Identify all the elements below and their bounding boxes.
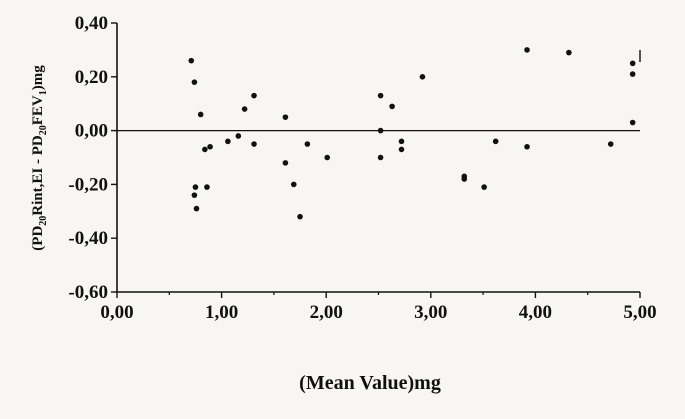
data-point xyxy=(524,47,530,53)
y-tick-label: 0,40 xyxy=(75,13,108,34)
x-tick-label: 1,00 xyxy=(205,302,238,323)
data-point xyxy=(197,111,204,118)
x-tick-label: 2,00 xyxy=(310,302,343,323)
data-points xyxy=(188,47,636,220)
data-point xyxy=(324,154,331,161)
data-point xyxy=(188,57,195,64)
y-tick-label: 0,00 xyxy=(75,121,108,142)
data-point xyxy=(192,184,199,190)
data-point xyxy=(389,103,395,110)
data-point xyxy=(566,49,572,56)
data-point xyxy=(398,138,405,145)
data-point xyxy=(377,92,384,99)
data-point xyxy=(524,143,530,150)
data-point xyxy=(193,205,200,212)
data-point xyxy=(492,138,499,145)
data-point xyxy=(297,213,303,220)
data-point xyxy=(251,92,257,99)
data-point xyxy=(481,184,487,190)
data-point xyxy=(629,119,636,126)
x-tick-label: 5,00 xyxy=(623,302,656,323)
data-point xyxy=(461,176,468,182)
data-point xyxy=(235,133,242,139)
y-tick-label: 0,20 xyxy=(75,67,108,88)
data-point xyxy=(282,160,289,166)
y-tick-label: -0,40 xyxy=(68,228,108,249)
data-point xyxy=(377,127,384,134)
data-point xyxy=(282,114,289,120)
data-point xyxy=(191,192,198,198)
x-tick-label: 4,00 xyxy=(519,302,552,323)
data-point xyxy=(377,154,384,161)
data-point xyxy=(629,71,636,77)
data-point xyxy=(419,74,426,80)
data-point xyxy=(398,146,405,153)
data-point xyxy=(225,138,231,145)
data-point xyxy=(251,141,257,147)
data-point xyxy=(629,60,636,67)
data-point xyxy=(304,141,311,147)
data-point xyxy=(290,181,297,188)
data-point xyxy=(191,79,198,85)
data-point xyxy=(207,143,213,150)
y-tick-label: -0,60 xyxy=(68,282,108,303)
y-axis-ticks: 0,40 0,20 0,00 -0,20 -0,40 -0,60 xyxy=(68,13,117,303)
y-axis-title: (PD20Rint,EI - PD20FEV1)mg xyxy=(30,65,49,251)
data-point xyxy=(241,106,248,112)
data-point xyxy=(202,146,208,153)
data-point xyxy=(607,141,614,147)
x-axis-ticks: 0,00 1,00 2,00 3,00 4,00 5,00 xyxy=(100,292,657,323)
y-tick-label: -0,20 xyxy=(68,174,108,195)
x-tick-label: 3,00 xyxy=(414,302,447,323)
x-axis-title: (Mean Value)mg xyxy=(299,372,441,394)
data-point xyxy=(204,184,210,190)
x-tick-label: 0,00 xyxy=(100,302,133,323)
